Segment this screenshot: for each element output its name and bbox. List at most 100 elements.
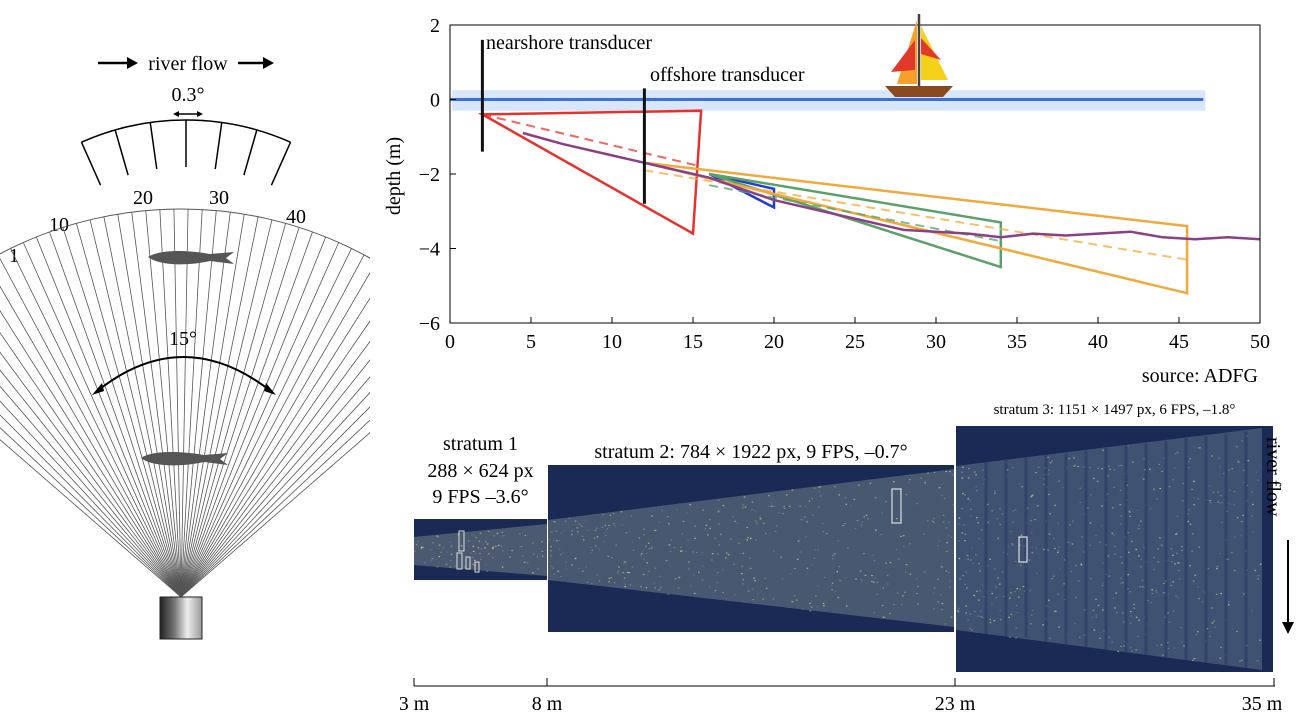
inset-beam-line — [149, 122, 158, 170]
sonar-beam-line — [180, 340, 370, 598]
sonar-beam-line — [22, 242, 182, 598]
river-flow-vertical-label: river flow — [1262, 437, 1284, 517]
sonar-beam-line — [62, 227, 182, 598]
sonar-beam-line — [0, 285, 182, 598]
x-tick-label: 5 — [526, 331, 536, 353]
sonar-beams — [0, 208, 370, 598]
sonar-beam-line — [180, 254, 365, 598]
beam-outline-series — [708, 172, 1003, 269]
sonar-beam-line — [180, 320, 370, 598]
x-tick-label: 20 — [764, 331, 784, 353]
x-tick-label: 0 — [445, 331, 455, 353]
beam-axis-series — [482, 113, 702, 168]
sonar-beam-line — [103, 216, 182, 598]
sonar-beam-line — [180, 214, 245, 598]
beam-outline-series — [644, 161, 1189, 295]
stratum-3-label: stratum 3: 1151 × 1497 px, 6 FPS, –1.8° — [993, 402, 1236, 418]
sonar-beam-line — [0, 331, 182, 598]
sonar-beam-line — [49, 231, 182, 598]
sonar-beam-line — [0, 414, 182, 598]
inset-beam-line — [270, 141, 292, 186]
y-tick-label: −6 — [419, 313, 440, 335]
x-tick-label: 35 — [1007, 331, 1027, 353]
sonar-beam-line — [180, 359, 370, 598]
fish-icon — [148, 250, 234, 265]
sonar-beam-line — [173, 209, 182, 598]
inset-angle-arrow — [173, 111, 203, 117]
beam-number-20: 20 — [133, 187, 153, 209]
inset-angle-label: 0.3° — [172, 84, 205, 106]
stratum-1-fps: 9 FPS –3.6° — [432, 486, 529, 508]
x-tick-label: 30 — [926, 331, 946, 353]
sonar-beam-line — [0, 400, 182, 598]
sonar-beam-line — [180, 391, 370, 598]
x-tick-label: 45 — [1169, 331, 1189, 353]
sonar-beam-line — [180, 212, 231, 598]
distance-tick-3m: 3 m — [400, 693, 430, 715]
sonar-beam-line — [180, 209, 203, 598]
sonar-beam-line — [0, 369, 182, 598]
stratum-2-label: stratum 2: 784 × 1922 px, 9 FPS, –0.7° — [594, 441, 908, 463]
x-tick-label: 25 — [845, 331, 865, 353]
stratum-1-panel — [414, 519, 547, 580]
stratum-1-image — [414, 519, 547, 580]
stratum-2-image — [548, 465, 954, 632]
sonar-beam-line — [0, 439, 182, 598]
offshore-transducer-label: offshore transducer — [650, 64, 805, 86]
river-flow-arrows — [98, 57, 274, 69]
x-tick-label: 40 — [1088, 331, 1108, 353]
distance-tick-8m: 8 m — [532, 693, 563, 715]
beam-number-30: 30 — [209, 187, 229, 209]
sonar-beam-line — [180, 432, 370, 598]
sonar-beam-line — [180, 223, 286, 598]
fan-outer-arc — [0, 208, 370, 259]
x-tick-label: 10 — [602, 331, 622, 353]
sonar-beam-line — [0, 257, 182, 598]
inset-beam-line — [80, 141, 102, 186]
transducer-body — [159, 596, 203, 640]
sonar-beam-line — [35, 236, 182, 598]
sonar-beam-line — [180, 236, 327, 598]
sonar-beam-line — [131, 212, 182, 598]
distance-tick-35m: 35 m — [1242, 693, 1283, 715]
beam-axis-series — [644, 169, 1188, 261]
y-axis-label: depth (m) — [383, 137, 405, 215]
sonar-beam-line — [180, 271, 370, 598]
inset-beam-line — [214, 122, 223, 170]
inset-beam-detail — [80, 119, 292, 186]
sonar-beam-line — [180, 248, 352, 598]
sonar-beam-line — [180, 242, 340, 598]
nearshore-transducer-label: nearshore transducer — [486, 32, 652, 54]
stratum-3-image — [956, 426, 1273, 672]
sonar-beam-line — [180, 297, 370, 598]
sonar-beam-line — [0, 351, 182, 598]
x-tick-label: 50 — [1250, 331, 1270, 353]
distance-axis: 3 m 8 m 23 m 35 m — [400, 678, 1283, 715]
y-tick-label: 0 — [430, 90, 440, 112]
sonar-beam-line — [117, 214, 182, 598]
inset-beam-line — [243, 129, 258, 176]
river-bottom-series — [522, 131, 1261, 241]
sonar-beam-line — [10, 248, 182, 598]
sonar-beam-line — [180, 406, 370, 598]
sonar-beam-line — [180, 227, 300, 598]
stratum-2-panel — [548, 465, 954, 632]
sonar-beam-line — [180, 210, 217, 598]
river-flow-down-arrow — [1282, 540, 1294, 634]
sonar-beam-line — [180, 376, 370, 598]
sonar-beam-line — [0, 385, 182, 598]
plot-frame — [449, 24, 1261, 324]
sonar-beam-line — [180, 216, 259, 598]
sonar-beam-line — [89, 219, 182, 598]
sonar-beam-line — [159, 209, 182, 598]
sonar-beam-line — [180, 219, 273, 598]
inset-beam-line — [114, 129, 129, 176]
sonar-beam-line — [180, 231, 313, 598]
sailboat-icon — [885, 14, 953, 97]
stratum-1-size: 288 × 624 px — [427, 460, 534, 482]
arc-arrowhead-right — [264, 383, 276, 395]
source-label: source: ADFG — [1142, 365, 1258, 387]
sonar-beam-line — [145, 210, 182, 598]
y-tick-label: 2 — [430, 15, 440, 37]
